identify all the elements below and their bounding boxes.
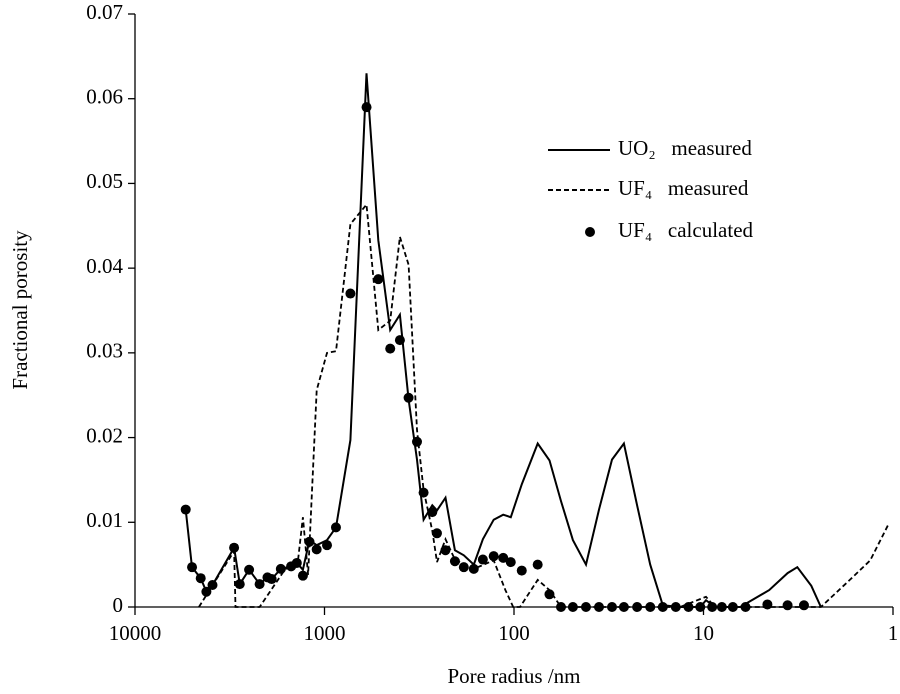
- x-tick-label: 1: [888, 621, 899, 645]
- y-tick-label: 0.04: [86, 254, 123, 278]
- data-point: [477, 554, 488, 565]
- data-point: [505, 557, 516, 568]
- data-point: [431, 528, 442, 539]
- legend-marker: [585, 227, 595, 237]
- x-axis-label: Pore radius /nm: [448, 664, 581, 688]
- data-line: [198, 202, 890, 608]
- data-point: [297, 570, 308, 581]
- data-point: [632, 602, 643, 612]
- data-point: [567, 602, 578, 612]
- data-point: [594, 602, 605, 612]
- y-tick-label: 0.03: [86, 339, 123, 363]
- data-point: [361, 102, 372, 113]
- data-point: [645, 602, 656, 612]
- data-point: [195, 573, 206, 584]
- y-tick-label: 0: [113, 593, 124, 617]
- data-point: [798, 600, 809, 611]
- data-point: [707, 602, 718, 612]
- data-point: [516, 565, 527, 576]
- y-tick-label: 0.01: [86, 508, 123, 532]
- data-point: [229, 542, 240, 553]
- data-point: [740, 602, 751, 612]
- data-point: [207, 579, 218, 590]
- data-point: [657, 602, 668, 612]
- data-point: [468, 563, 479, 574]
- data-point: [727, 602, 738, 612]
- legend-label: UF₄ calculated: [618, 218, 754, 242]
- data-point: [418, 487, 429, 498]
- data-point: [449, 556, 460, 567]
- data-point: [403, 392, 414, 403]
- data-point: [440, 545, 451, 556]
- data-point: [488, 551, 499, 562]
- data-point: [683, 602, 694, 612]
- data-point: [345, 288, 356, 299]
- data-point: [373, 274, 384, 285]
- data-point: [291, 557, 302, 568]
- data-point: [782, 600, 793, 611]
- data-point: [266, 574, 277, 585]
- data-point: [385, 343, 396, 354]
- data-point: [580, 602, 591, 612]
- y-axis-label: Fractional porosity: [8, 230, 32, 390]
- data-point: [244, 564, 255, 575]
- data-point: [322, 540, 333, 551]
- y-tick-label: 0.06: [86, 85, 123, 109]
- data-point: [544, 589, 555, 600]
- data-point: [618, 602, 629, 612]
- data-point: [458, 562, 469, 573]
- data-point: [275, 563, 286, 574]
- data-point: [670, 602, 681, 612]
- data-point: [201, 586, 212, 597]
- y-tick-label: 0.05: [86, 169, 123, 193]
- x-tick-label: 100: [498, 621, 530, 645]
- y-tick-label: 0.02: [86, 423, 123, 447]
- data-point: [498, 552, 509, 563]
- data-point: [606, 602, 617, 612]
- data-point: [254, 579, 265, 590]
- y-tick-label: 0.07: [86, 0, 123, 24]
- data-point: [716, 602, 727, 612]
- x-tick-label: 10000: [109, 621, 162, 645]
- data-point: [427, 507, 438, 518]
- data-point: [311, 544, 322, 555]
- data-point: [532, 559, 543, 570]
- data-point: [762, 599, 773, 610]
- legend-label: UF₄ measured: [618, 176, 749, 200]
- legend-label: UO₂ measured: [618, 136, 752, 160]
- data-point: [411, 436, 422, 447]
- data-point: [180, 504, 191, 515]
- data-point: [304, 536, 315, 547]
- data-point: [394, 335, 405, 346]
- data-point: [695, 602, 706, 612]
- data-point: [555, 602, 566, 612]
- data-point: [187, 562, 198, 573]
- data-point: [330, 522, 341, 533]
- x-tick-label: 10: [693, 621, 714, 645]
- data-point: [234, 579, 245, 590]
- x-tick-label: 1000: [304, 621, 346, 645]
